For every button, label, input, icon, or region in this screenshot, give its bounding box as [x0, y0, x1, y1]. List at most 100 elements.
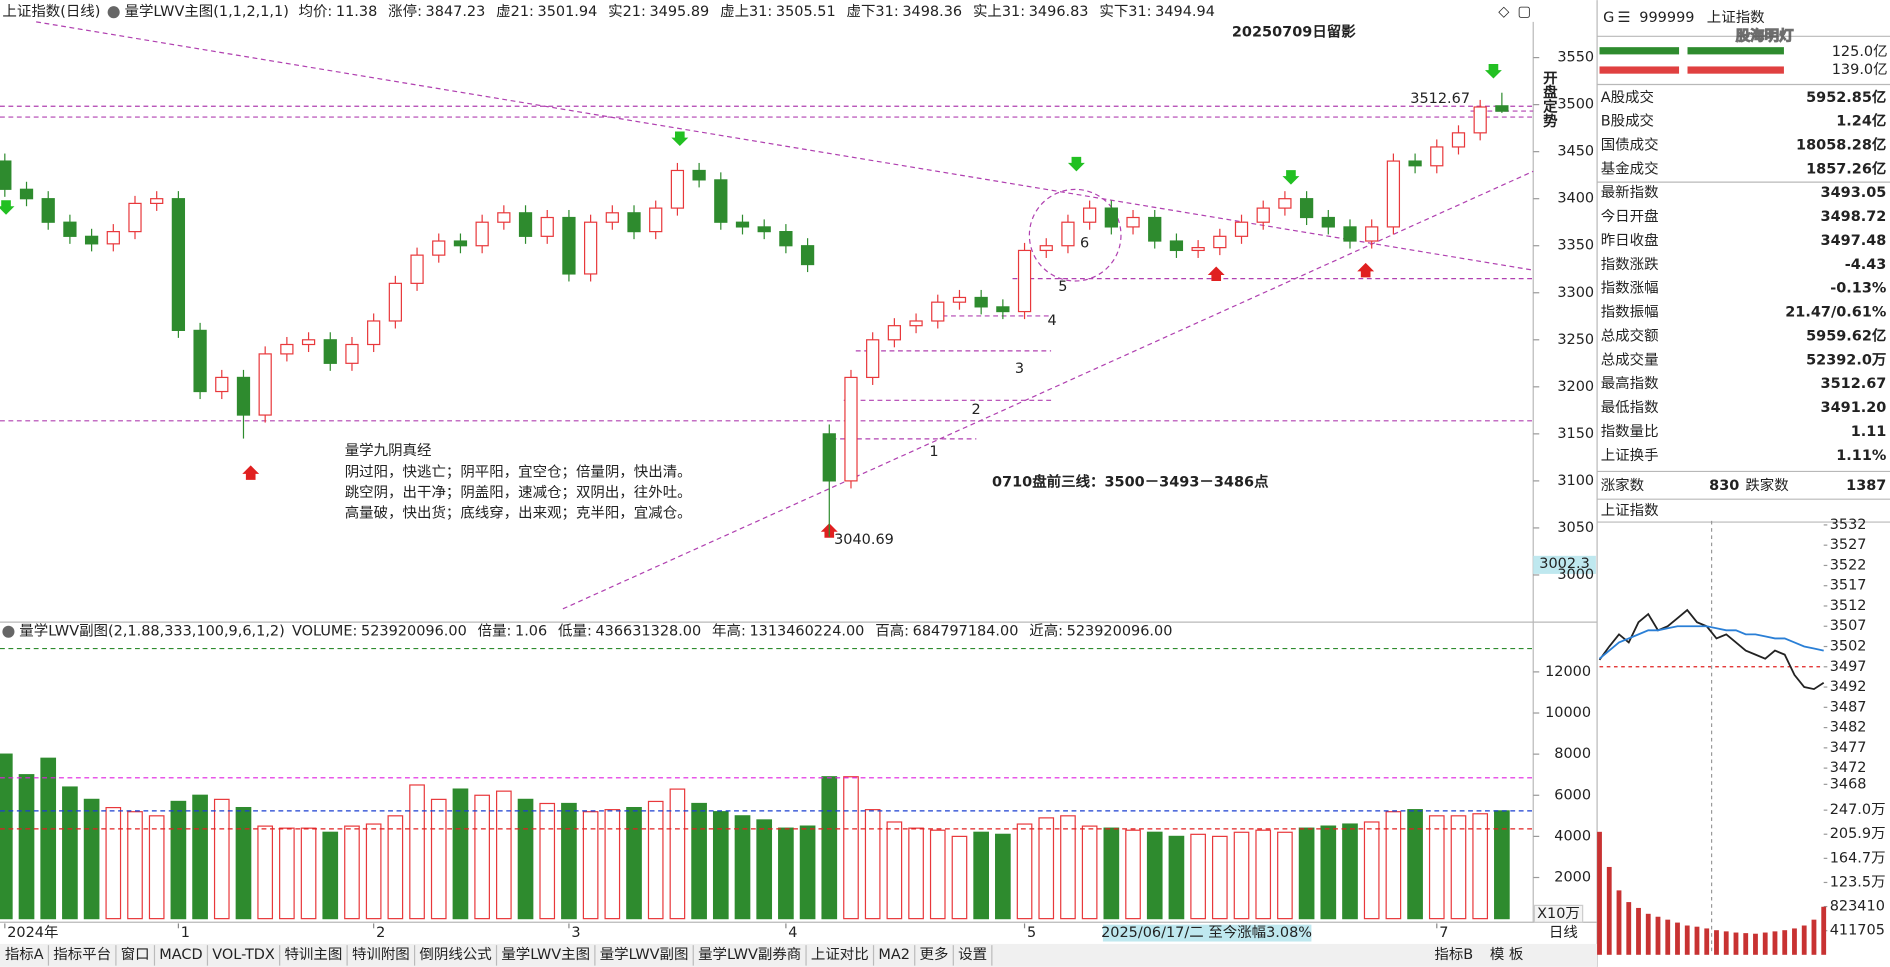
row-label: 最新指数 [1601, 184, 1659, 201]
chart-title: 量学LWV副图(2,1.88,333,100,9,6,1,2) [19, 623, 284, 640]
y-tick-label: 3400 [1557, 191, 1594, 207]
candle-body [432, 240, 446, 256]
tab[interactable]: 模 板 [1490, 945, 1524, 963]
volume-bar [582, 811, 599, 920]
icon [107, 6, 120, 19]
code: 999999 [1639, 10, 1694, 26]
indicator-value: 684797184.00 [913, 624, 1019, 640]
tab[interactable]: 指标B [1434, 946, 1473, 963]
volume-bar [626, 806, 642, 920]
indicator-label: 年高: [712, 623, 746, 640]
volume-bar [517, 798, 534, 920]
y2-tick-label: 411705 [1830, 923, 1885, 939]
row-label: 总成交额 [1601, 326, 1659, 344]
tab[interactable]: 指标A [5, 946, 44, 963]
tab[interactable]: 倒阴线公式 [419, 946, 491, 963]
indicator-label: 低量: [558, 623, 592, 640]
candle-body [1104, 207, 1118, 228]
decline-label: 跌家数 [1745, 477, 1789, 494]
volume-bar [430, 798, 447, 920]
indicator-value: 3847.23 [426, 4, 486, 20]
volume-bar [1655, 916, 1661, 955]
row-label: 上证换手 [1601, 447, 1659, 464]
volume-bar [1190, 833, 1206, 920]
row-value: 1.24亿 [1836, 112, 1886, 130]
volume-bar [669, 788, 686, 920]
row-label: 总成交量 [1601, 350, 1659, 368]
tab[interactable]: 特训附图 [352, 946, 410, 963]
y2-tick-label: 205.9万 [1830, 826, 1886, 842]
tab[interactable]: 量学LWV主图 [501, 946, 590, 963]
row-label: 最低指数 [1601, 399, 1659, 416]
icon[interactable]: ◇ [1498, 4, 1510, 20]
tab[interactable]: 更多 [920, 946, 949, 963]
tab[interactable]: 量学LWV副券商 [698, 946, 801, 963]
volume-bar [1801, 925, 1807, 955]
candle-body [1451, 132, 1466, 148]
candle-body [106, 231, 120, 245]
y-tick-label: 3050 [1557, 520, 1594, 536]
y-tick-label: 12000 [1545, 664, 1591, 680]
y-tick-label: 3512 [1830, 598, 1867, 614]
tab[interactable]: 指标平台 [53, 946, 111, 963]
bar-label: 139.0亿 [1832, 61, 1888, 78]
sell-arrows [0, 64, 1502, 215]
volume-bar [843, 776, 859, 920]
arrow-down [1282, 170, 1300, 185]
indicator-value: 3494.94 [1155, 4, 1215, 20]
y-tick-label: 3497 [1830, 659, 1867, 675]
tab[interactable]: MACD [159, 947, 202, 963]
volume-bar [1016, 823, 1033, 920]
tab[interactable]: 设置 [958, 946, 987, 963]
row-value: 3512.67 [1821, 376, 1887, 392]
row-label: B股成交 [1601, 112, 1654, 130]
volume-bar [1792, 928, 1797, 955]
menu-icon[interactable]: ☰ [1618, 10, 1631, 26]
watermark: 股海明灯 [1736, 26, 1794, 44]
y-tick-label: 3200 [1557, 379, 1594, 395]
volume-bar [1277, 831, 1293, 920]
candle-body [84, 235, 99, 245]
volume-bar [539, 802, 556, 920]
tab[interactable]: 量学LWV副图 [600, 946, 689, 963]
icon[interactable]: ▢ [1518, 4, 1532, 20]
volume-bar [1762, 932, 1768, 955]
volume-bar [192, 794, 208, 920]
chart-subtitle: 量学LWV主图(1,1,2,1,1) [125, 3, 289, 20]
note-title: 20250709日留影 [1232, 23, 1356, 41]
indicator-label: 实21: [608, 3, 646, 20]
tab[interactable]: 特训主图 [284, 946, 342, 963]
y-tick-label: 3527 [1830, 537, 1867, 553]
volume-bar [1450, 815, 1467, 920]
volume-bar [1753, 933, 1758, 955]
volume-bar [1694, 926, 1700, 955]
volume-bar [1385, 811, 1402, 920]
tab[interactable]: MA2 [878, 947, 910, 963]
level-mark: 6 [1080, 236, 1089, 252]
volume-bar [1255, 829, 1272, 920]
arrow-down [671, 131, 689, 146]
arrow-up [1207, 266, 1225, 281]
tab[interactable]: VOL-TDX [212, 947, 275, 963]
tab[interactable]: 窗口 [121, 945, 150, 963]
volume-bar [452, 788, 469, 920]
volume-bar [365, 823, 382, 920]
candle-body [258, 353, 272, 416]
volume-bar [279, 827, 295, 920]
indicator-value: 436631328.00 [595, 624, 701, 640]
candle-body [1061, 221, 1075, 247]
candle-body [735, 221, 750, 228]
candle-body [952, 296, 967, 303]
volume-bar [1060, 815, 1076, 920]
indicator-label: 虚上31: [720, 3, 772, 20]
tab[interactable]: 上证对比 [811, 946, 869, 963]
period-label: 日线 [1549, 924, 1578, 941]
indicator-value: 1313460224.00 [749, 624, 864, 640]
candle-body [453, 240, 468, 247]
y-tick-label: 3502 [1830, 639, 1867, 655]
volume-bar [0, 753, 13, 920]
advance: 830 [1709, 478, 1739, 494]
candle-body [497, 212, 511, 223]
candle-body [757, 226, 771, 233]
